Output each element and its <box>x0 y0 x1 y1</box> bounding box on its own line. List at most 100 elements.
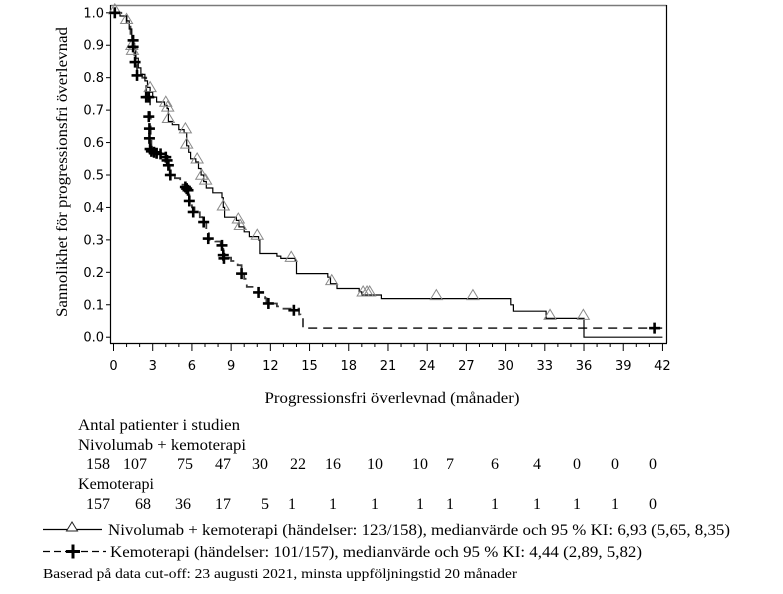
x-tick-label: 33 <box>537 359 554 374</box>
risk-count: 10 <box>367 456 383 473</box>
censor-triangle-marker <box>143 80 157 93</box>
risk-count: 1 <box>533 496 541 513</box>
y-axis-label: Sannolikhet för progressionsfri överlevn… <box>54 27 71 317</box>
censor-triangle-marker <box>231 212 246 224</box>
legend-item-kemoterapi: Kemoterapi (händelser: 101/157), medianv… <box>43 544 642 561</box>
censor-triangle-marker <box>324 273 339 286</box>
censor-triangle-marker <box>233 218 248 231</box>
x-tick-label: 3 <box>149 359 157 374</box>
plot-frame <box>109 4 668 345</box>
censor-plus-marker <box>288 304 300 316</box>
y-axis-ticks: 0.0 0.1 0.2 0.3 0.4 0.5 0.6 0.7 0.8 0.9 1.0 <box>83 6 111 346</box>
y-tick-label: 0.4 <box>83 201 104 216</box>
risk-count: 68 <box>135 496 151 513</box>
x-tick-label: 39 <box>615 359 632 374</box>
risk-count: 16 <box>325 456 341 473</box>
risk-group-name: Nivolumab + kemoterapi <box>78 437 247 454</box>
x-axis-label: Progressionsfri överlevnad (månader) <box>265 390 520 407</box>
triangle-icon <box>65 521 79 532</box>
censor-triangle-marker <box>190 152 205 164</box>
risk-count: 75 <box>177 456 193 473</box>
risk-count: 0 <box>649 456 657 473</box>
censor-triangle-marker <box>284 250 299 262</box>
censor-plus-marker <box>127 41 139 53</box>
risk-count: 1 <box>573 496 581 513</box>
x-tick-label: 15 <box>301 359 318 374</box>
plus-icon <box>66 544 80 559</box>
risk-count: 1 <box>288 496 296 513</box>
y-tick-label: 0.1 <box>83 298 104 313</box>
risk-count: 0 <box>649 496 657 513</box>
risk-count: 6 <box>491 456 499 473</box>
y-tick-label: 1.0 <box>83 6 104 21</box>
censor-plus-marker <box>262 297 274 309</box>
censor-plus-marker <box>131 69 143 81</box>
censor-triangle-marker <box>543 308 557 320</box>
series-line-kemoterapi <box>113 11 663 329</box>
censor-triangle-marker <box>194 168 209 180</box>
x-tick-label: 18 <box>340 359 357 374</box>
censor-triangle-marker <box>198 173 213 185</box>
censor-triangle-marker <box>124 38 139 50</box>
censor-plus-marker <box>198 216 210 228</box>
y-tick-label: 0.7 <box>83 104 104 119</box>
censor-triangle-marker <box>178 121 193 134</box>
x-tick-label: 9 <box>227 359 235 374</box>
risk-count: 30 <box>252 456 268 473</box>
risk-count: 7 <box>446 456 454 473</box>
x-tick-label: 21 <box>380 359 397 374</box>
risk-count: 4 <box>533 456 541 473</box>
censor-plus-marker <box>182 184 194 196</box>
x-tick-label: 27 <box>458 359 475 374</box>
risk-count: 17 <box>215 496 231 513</box>
x-tick-label: 6 <box>188 359 196 374</box>
risk-group-name: Kemoterapi <box>78 476 155 493</box>
series-line-nivolumab <box>113 12 663 338</box>
censor-triangle-marker <box>250 228 265 240</box>
censor-triangle-marker <box>158 95 173 107</box>
risk-table: Antal patienter i studien Nivolumab + ke… <box>78 417 657 513</box>
risk-count: 10 <box>412 456 428 473</box>
y-tick-label: 0.2 <box>83 266 104 281</box>
censor-plus-marker <box>143 91 155 103</box>
risk-count: 1 <box>491 496 499 513</box>
censor-triangle-marker <box>119 12 134 25</box>
censor-triangle-marker <box>466 288 480 301</box>
x-tick-label: 24 <box>419 359 436 374</box>
censor-plus-marker <box>109 7 121 19</box>
risk-count: 47 <box>215 456 231 473</box>
y-tick-label: 0.0 <box>83 331 104 346</box>
y-tick-label: 0.5 <box>83 169 104 184</box>
censor-triangle-marker <box>429 288 444 301</box>
risk-count: 1 <box>446 496 454 513</box>
censor-plus-marker <box>129 56 141 68</box>
y-tick-label: 0.3 <box>83 233 104 248</box>
censor-markers <box>107 2 661 334</box>
censor-plus-marker <box>162 159 174 171</box>
censor-triangle-marker <box>576 308 591 320</box>
censor-plus-marker <box>183 195 195 207</box>
risk-count: 5 <box>261 496 269 513</box>
censor-triangle-marker <box>362 285 377 297</box>
censor-triangle-marker <box>179 137 194 149</box>
risk-count: 1 <box>416 496 424 513</box>
risk-count: 0 <box>573 456 581 473</box>
y-tick-label: 0.8 <box>83 71 104 86</box>
risk-count: 1 <box>611 496 619 513</box>
x-tick-label: 30 <box>497 359 514 374</box>
censor-plus-marker <box>181 183 193 195</box>
censor-triangle-marker <box>160 100 175 112</box>
censor-plus-marker <box>164 169 176 181</box>
censor-triangle-marker <box>161 111 176 123</box>
risk-count: 1 <box>329 496 337 513</box>
risk-count: 36 <box>175 496 191 513</box>
censor-triangle-marker <box>216 199 231 211</box>
series-lines <box>113 11 663 338</box>
legend: Nivolumab + kemoterapi (händelser: 123/1… <box>43 521 730 581</box>
risk-count: 0 <box>611 456 619 473</box>
footnote: Baserad på data cut-off: 23 augusti 2021… <box>43 566 518 581</box>
x-tick-label: 12 <box>262 359 279 374</box>
x-tick-label: 0 <box>109 359 117 374</box>
x-tick-label: 42 <box>654 359 671 374</box>
